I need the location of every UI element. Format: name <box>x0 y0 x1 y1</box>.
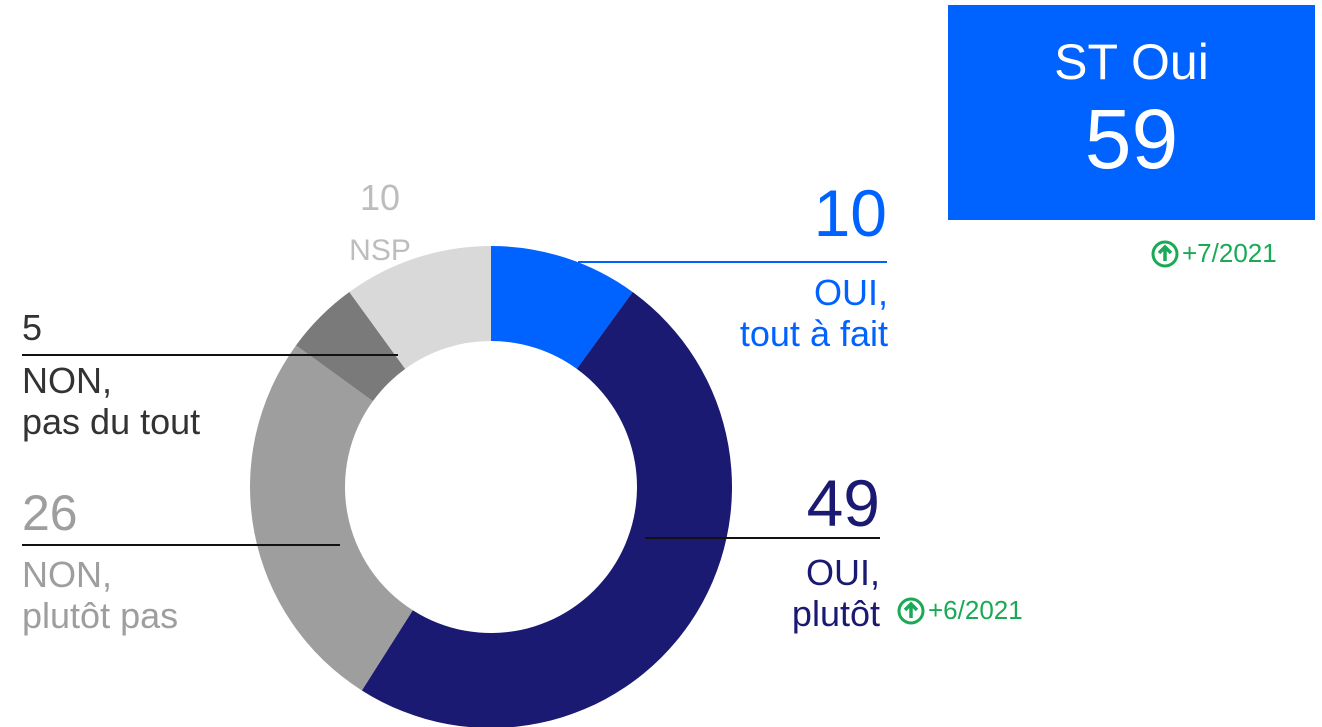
value-label: 49 <box>806 466 880 540</box>
annotation: +7/2021 <box>1150 238 1277 269</box>
annotation: +6/2021 <box>896 595 1023 626</box>
annotation-text: +7/2021 <box>1182 238 1277 268</box>
summary-box: ST Oui 59 <box>948 5 1315 220</box>
donut-segment <box>491 246 633 369</box>
value-label: 10 <box>813 176 887 250</box>
donut-segment <box>250 345 413 691</box>
annotation-text: +6/2021 <box>928 595 1023 625</box>
up-icon <box>1151 240 1179 267</box>
donut-segment <box>296 292 406 402</box>
category-label: NON, pas du tout <box>22 360 201 443</box>
up-icon <box>897 597 925 624</box>
donut-segment <box>349 246 491 369</box>
value-label: 26 <box>22 485 78 541</box>
summary-value: 59 <box>1084 92 1179 186</box>
category-label: NSP <box>349 234 411 267</box>
category-label: OUI, tout à fait <box>739 272 888 355</box>
category-label: OUI, plutôt <box>791 552 880 635</box>
value-label: 10 <box>359 177 401 218</box>
category-label: NON, plutôt pas <box>22 554 179 637</box>
summary-label: ST Oui <box>1054 34 1209 90</box>
donut-segment <box>361 292 732 727</box>
value-label: 5 <box>22 307 43 348</box>
